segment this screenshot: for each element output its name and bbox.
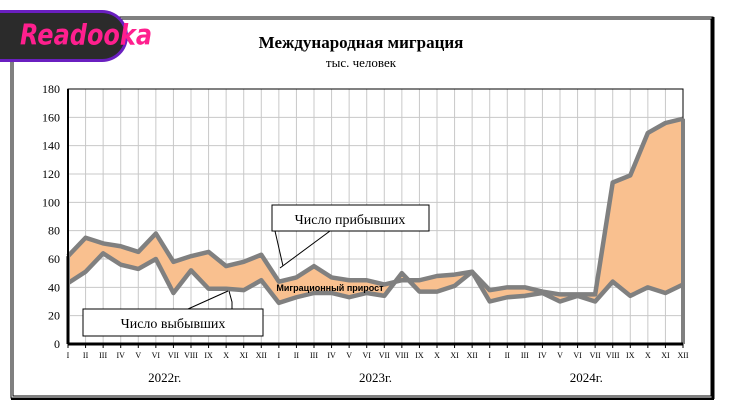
- y-tick-label: 0: [54, 337, 60, 351]
- chart-subtitle: тыс. человек: [326, 55, 397, 70]
- y-tick-label: 140: [42, 139, 60, 153]
- x-tick-label: XI: [239, 351, 248, 360]
- x-tick-label: III: [521, 351, 529, 360]
- x-tick-label: X: [434, 351, 440, 360]
- x-tick-label: VII: [168, 351, 179, 360]
- readooka-logo: Readooka: [0, 10, 152, 62]
- x-tick-label: VI: [573, 351, 582, 360]
- x-tick-label: XII: [256, 351, 267, 360]
- chart-title: Международная миграция: [259, 33, 464, 52]
- x-tick-label: X: [645, 351, 651, 360]
- x-tick-label: VIII: [184, 351, 198, 360]
- x-tick-label: X: [223, 351, 229, 360]
- x-tick-label: IV: [116, 351, 125, 360]
- y-tick-label: 20: [48, 309, 60, 323]
- x-tick-label: VI: [362, 351, 371, 360]
- y-tick-label: 180: [42, 82, 60, 96]
- x-tick-label: XII: [677, 351, 688, 360]
- callout-pointer-arrivals-2: [279, 230, 331, 269]
- departures-line: [66, 251, 684, 306]
- x-tick-label: IX: [415, 351, 424, 360]
- callout-departures-label: Число выбывших: [121, 317, 226, 332]
- x-tick-label: XI: [661, 351, 670, 360]
- x-tick-label: VIII: [606, 351, 620, 360]
- y-tick-label: 80: [48, 224, 60, 238]
- x-tick-label: IV: [327, 351, 336, 360]
- y-tick-label: 60: [48, 252, 60, 266]
- y-tick-label: 100: [42, 195, 60, 209]
- x-tick-label: IX: [204, 351, 213, 360]
- x-tick-label: V: [135, 351, 141, 360]
- x-tick-label: II: [505, 351, 511, 360]
- y-tick-label: 160: [42, 110, 60, 124]
- x-tick-label: VII: [590, 351, 601, 360]
- x-tick-label: II: [83, 351, 89, 360]
- x-tick-label: I: [278, 351, 281, 360]
- y-tick-label: 40: [48, 280, 60, 294]
- y-tick-label: 120: [42, 167, 60, 181]
- frame-inner: [12, 18, 712, 397]
- x-tick-label: IX: [626, 351, 635, 360]
- x-tick-label: VII: [379, 351, 390, 360]
- callout-departures: [82, 308, 264, 337]
- callout-pointer-departures-2: [228, 290, 233, 309]
- year-label: 2024г.: [570, 370, 603, 385]
- migration-growth-area: [68, 118, 683, 303]
- callout-pointer-departures: [187, 290, 229, 310]
- year-label: 2022г.: [148, 370, 181, 385]
- x-tick-label: II: [294, 351, 300, 360]
- x-tick-label: III: [99, 351, 107, 360]
- year-label: 2023г.: [359, 370, 392, 385]
- fill-label: Миграционный прирост: [276, 283, 384, 293]
- x-tick-label: V: [346, 351, 352, 360]
- callout-arrivals: [271, 204, 430, 232]
- x-tick-label: I: [67, 351, 70, 360]
- x-tick-label: IV: [538, 351, 547, 360]
- x-tick-label: VIII: [395, 351, 409, 360]
- x-tick-label: V: [557, 351, 563, 360]
- x-tick-label: XI: [450, 351, 459, 360]
- x-tick-label: VI: [152, 351, 161, 360]
- x-tick-label: III: [310, 351, 318, 360]
- x-tick-label: XII: [467, 351, 478, 360]
- callout-pointer-arrivals: [274, 230, 284, 267]
- callout-arrivals-label: Число прибывших: [295, 213, 406, 228]
- x-tick-label: I: [488, 351, 491, 360]
